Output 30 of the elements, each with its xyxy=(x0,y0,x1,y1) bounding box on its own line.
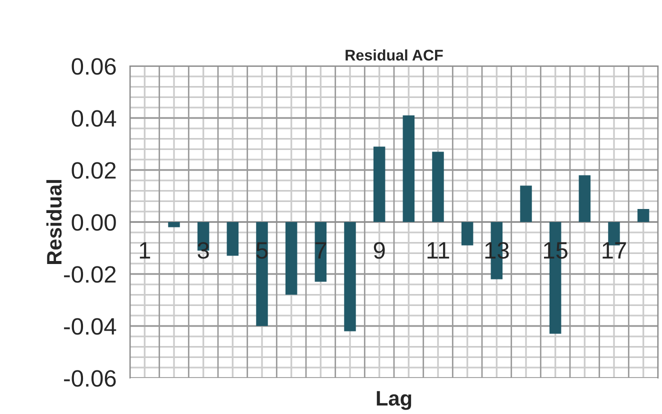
x-tick-label: 17 xyxy=(602,242,626,259)
y-tick-label: 0.02 xyxy=(72,162,116,179)
bar xyxy=(520,186,532,222)
bar xyxy=(344,222,356,332)
bar xyxy=(314,222,327,282)
bar xyxy=(226,222,239,256)
bar xyxy=(168,222,180,228)
y-tick-label: -0.06 xyxy=(64,370,116,387)
x-tick-label: 15 xyxy=(544,242,568,259)
y-tick-label: 0.06 xyxy=(72,58,116,75)
bar xyxy=(432,152,444,222)
y-tick-label: 0.00 xyxy=(72,214,116,231)
x-tick-label: 11 xyxy=(428,242,450,259)
y-tick-label: -0.02 xyxy=(64,266,116,283)
x-axis-title: Lag xyxy=(376,391,412,410)
bar xyxy=(402,115,415,222)
x-tick-label: 5 xyxy=(256,242,268,259)
x-tick-label: 7 xyxy=(315,242,326,259)
x-tick-label: 9 xyxy=(374,242,385,259)
y-axis-title: Residual xyxy=(46,180,62,264)
bar xyxy=(285,222,298,295)
y-tick-label: -0.04 xyxy=(64,318,116,335)
x-tick-label: 1 xyxy=(140,242,150,259)
y-tick-label: 0.04 xyxy=(72,110,116,127)
bar xyxy=(461,222,474,246)
bar xyxy=(373,146,386,222)
bar xyxy=(578,175,591,222)
chart-title: Residual ACF xyxy=(346,49,443,61)
bar xyxy=(637,209,650,222)
bar xyxy=(256,222,268,326)
